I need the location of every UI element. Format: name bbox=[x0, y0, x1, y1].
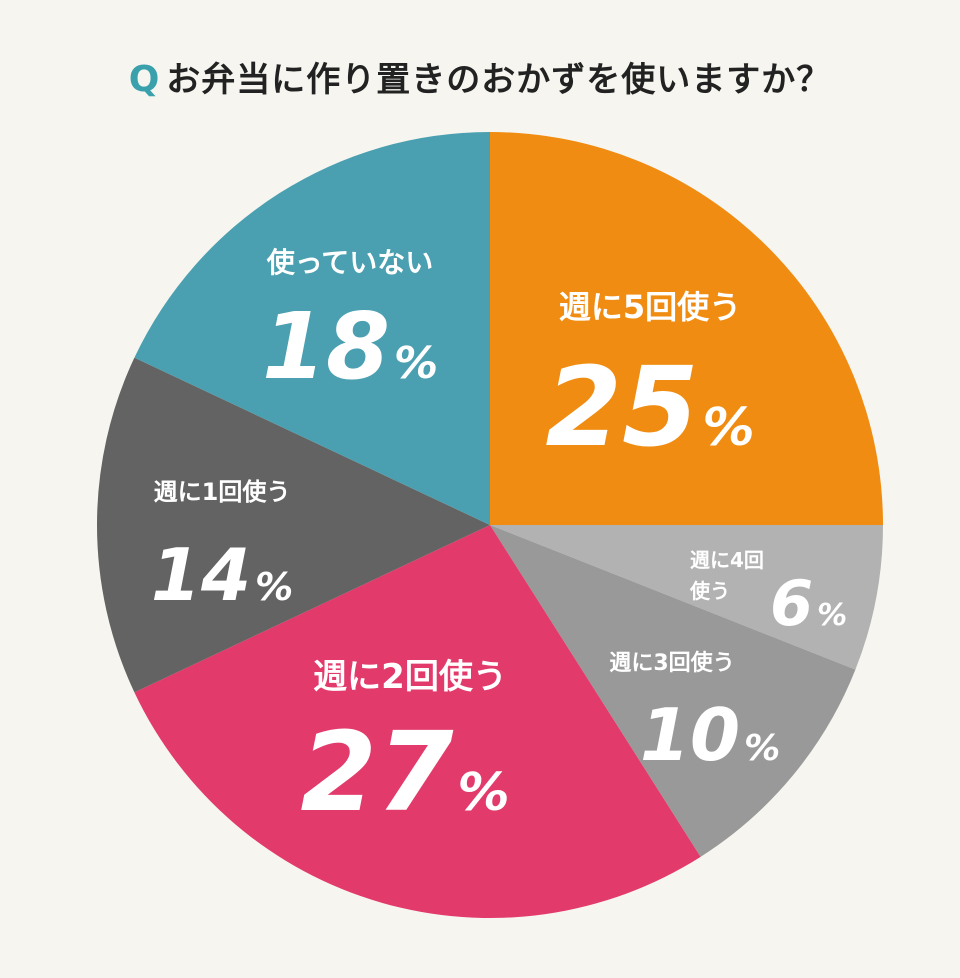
slice-value-label: 25% bbox=[545, 343, 754, 471]
chart-title-text: お弁当に作り置きのおかずを使いますか？ bbox=[166, 60, 832, 100]
slice-category-label: 使っていない bbox=[266, 246, 434, 279]
pie-slice bbox=[490, 132, 883, 525]
slice-category-label: 週に1回使う bbox=[154, 478, 291, 506]
slice-category-label: 週に3回使う bbox=[609, 651, 734, 676]
pie-slices bbox=[96, 131, 883, 919]
pie-slice bbox=[96, 357, 491, 693]
question-mark-q: Q bbox=[128, 59, 161, 100]
slice-value-label: 18% bbox=[262, 293, 438, 400]
slice-category-label: 週に4回使う bbox=[689, 548, 764, 603]
pie-slice bbox=[134, 525, 701, 919]
pie-slice bbox=[490, 525, 883, 670]
slice-value-label: 14% bbox=[151, 533, 293, 617]
pie-slice bbox=[490, 525, 856, 857]
pie-slice bbox=[134, 131, 490, 525]
slice-value-label: 6% bbox=[770, 567, 847, 640]
slice-value-label: 27% bbox=[300, 708, 509, 836]
pie-labels: 週に5回使う 25% 週に4回使う 6 % 週に3回使う 10 % 週に2回使う 27% 週に1回使… bbox=[151, 246, 847, 836]
slice-value-label: 10% bbox=[640, 693, 780, 777]
slice-category-label: 週に2回使う bbox=[313, 657, 507, 697]
slice-category-label: 週に5回使う bbox=[559, 288, 741, 326]
chart-title: Q お弁当に作り置きのおかずを使いますか？ bbox=[0, 52, 960, 101]
